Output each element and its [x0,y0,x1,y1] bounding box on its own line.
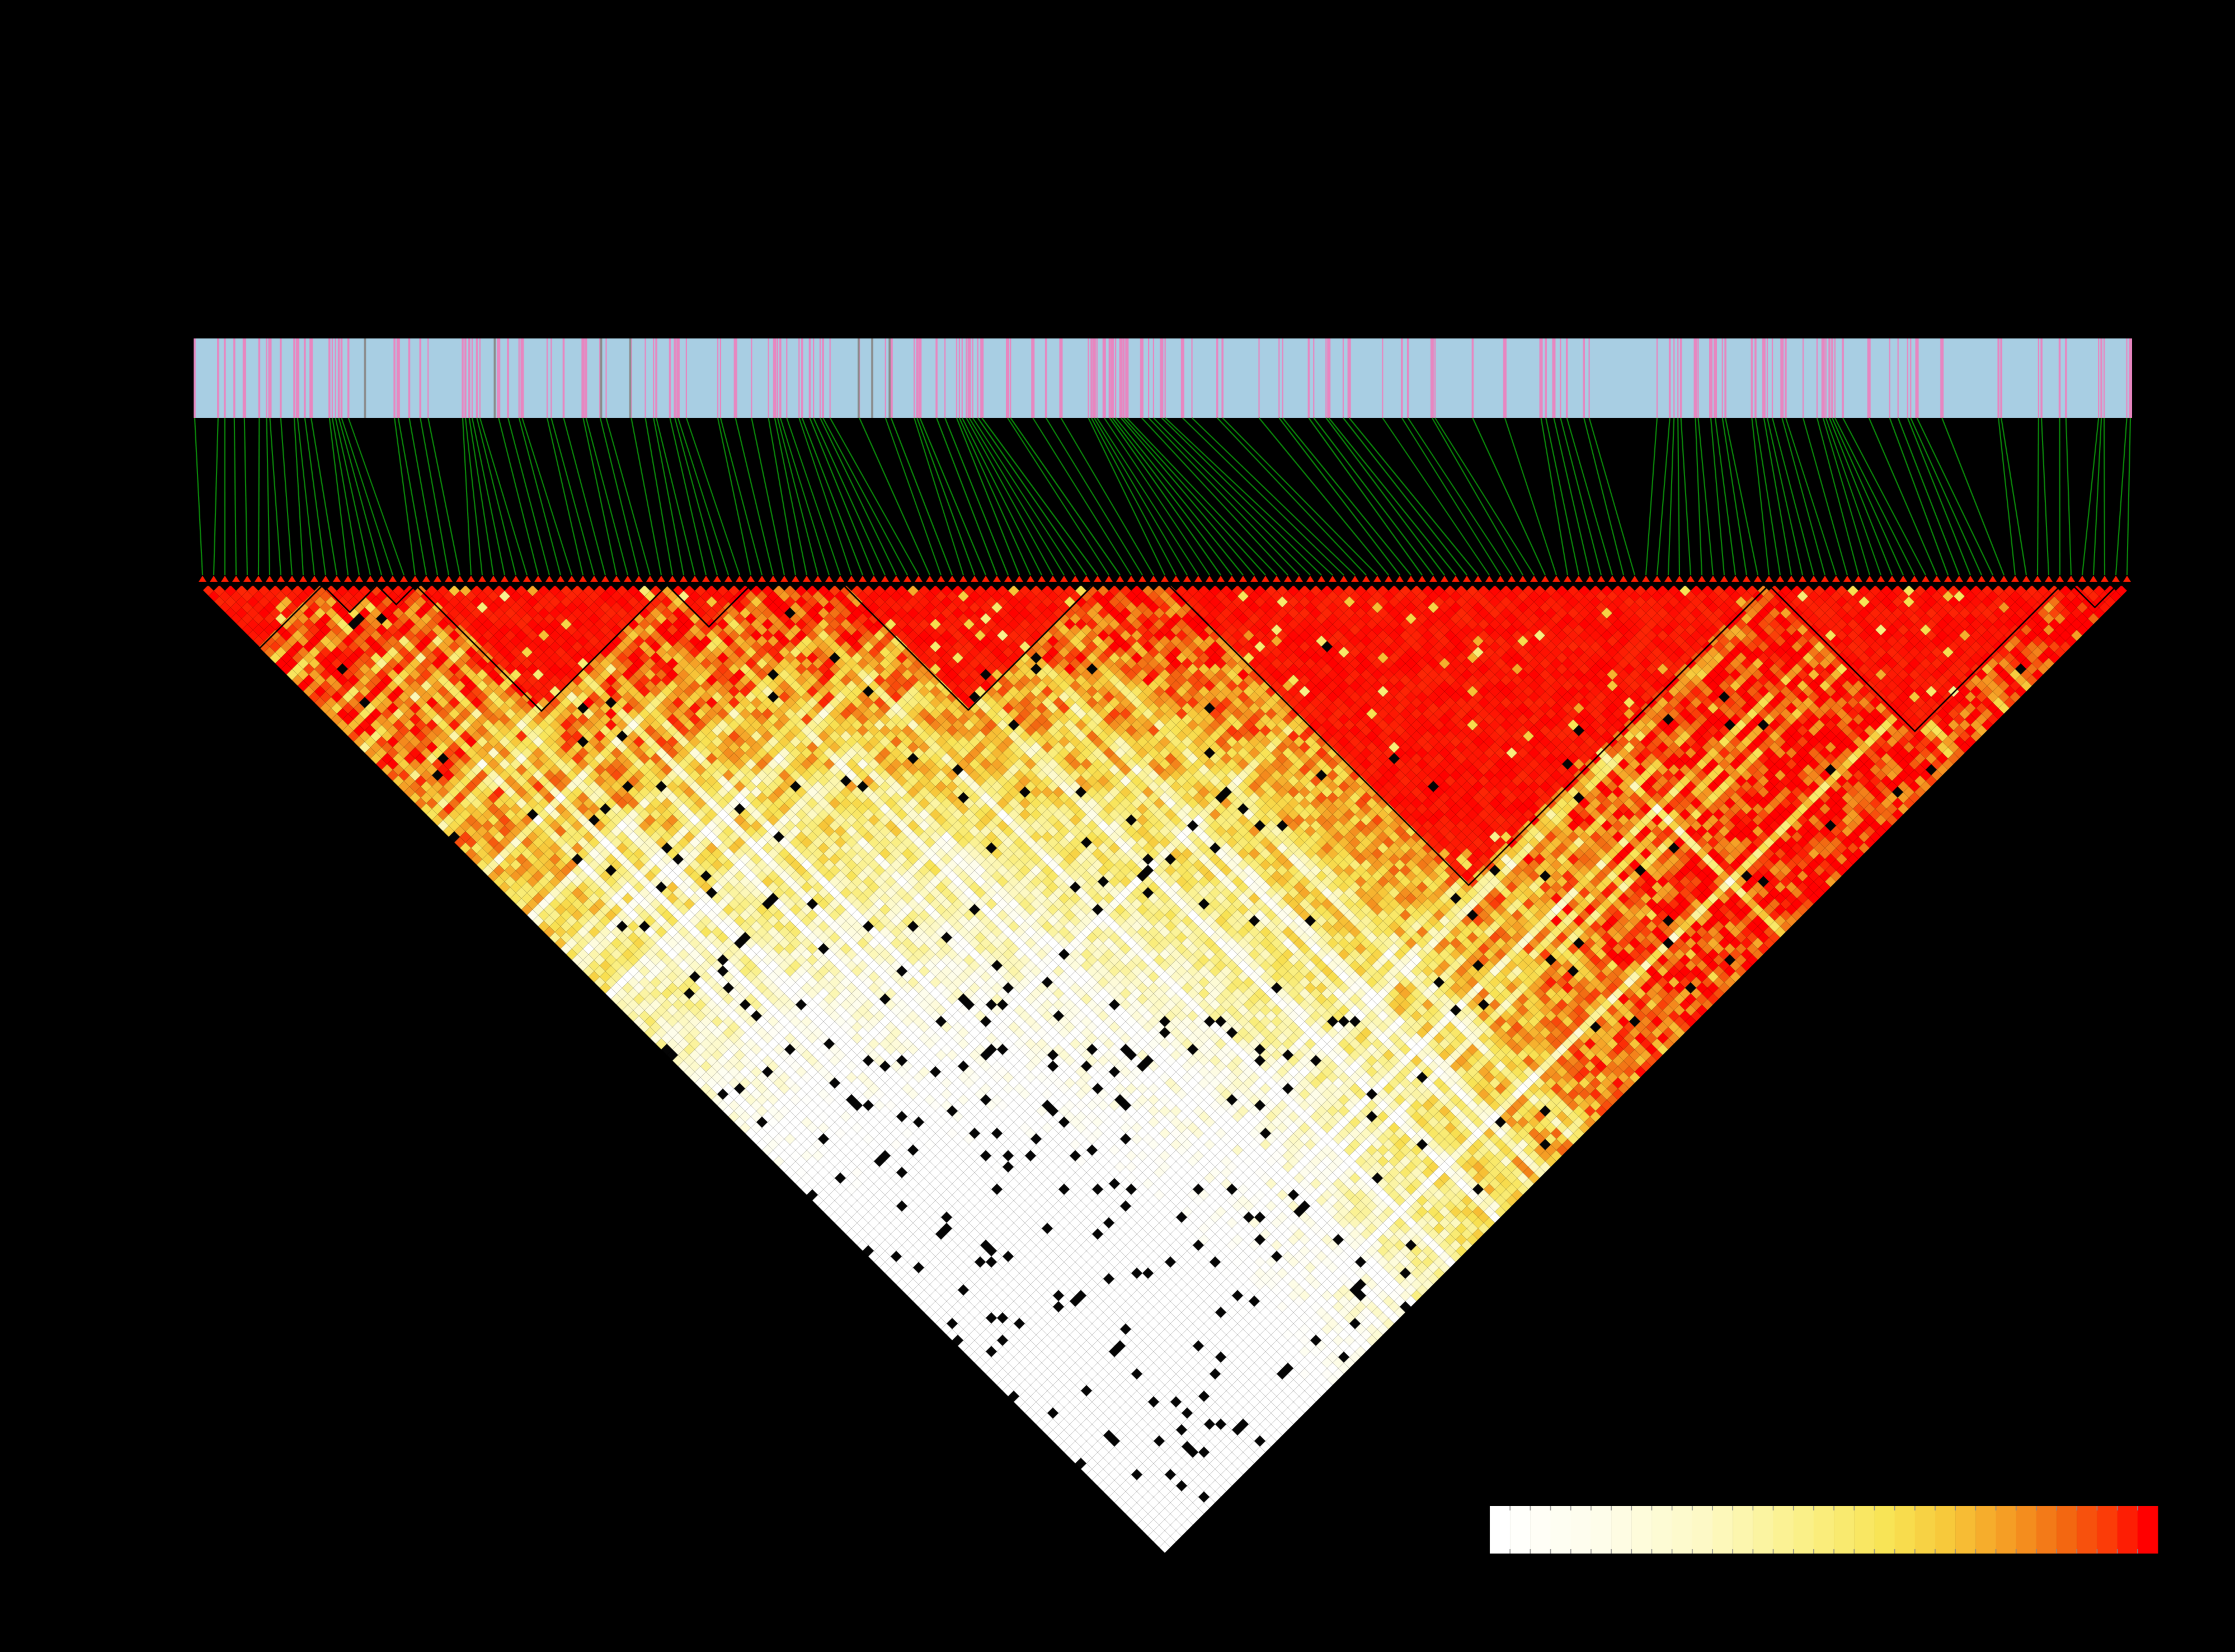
ld-triangle-heatmap-canvas [0,0,2235,1652]
ld-heatmap-figure [0,0,2235,1652]
